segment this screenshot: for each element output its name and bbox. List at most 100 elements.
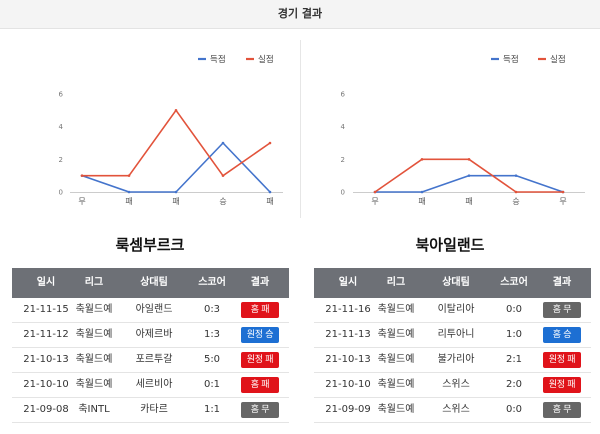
table-header-row: 일시 리그 상대팀 스코어 결과 xyxy=(314,268,591,298)
match-date: 21-10-10 xyxy=(325,379,371,390)
x-tick-label: 무 xyxy=(78,197,85,206)
table-row: 21-10-10 축월드예 세르비아 0:1 홈 패 xyxy=(12,373,289,398)
match-opponent: 아제르바 xyxy=(135,329,173,340)
match-league: 축월드예 xyxy=(75,379,113,390)
match-table: 일시 리그 상대팀 스코어 결과 21-11-15 축월드예 아일랜드 0:3 홈 패 21-11-… xyxy=(12,268,289,423)
column-header-opponent: 상대팀 xyxy=(140,277,168,288)
y-tick-label: 2 xyxy=(59,156,63,164)
match-league: 축월드예 xyxy=(75,354,113,365)
series-1-point xyxy=(127,174,131,177)
match-opponent: 스위스 xyxy=(442,379,470,390)
series-1-line xyxy=(82,109,271,177)
table-row: 21-11-12 축월드예 아제르바 1:3 원정 승 xyxy=(12,323,289,348)
section-title: 경기 결과 xyxy=(277,7,323,20)
match-result-cell: 원정 패 xyxy=(230,348,290,372)
match-opponent: 리투아니 xyxy=(437,329,475,340)
match-date: 21-10-13 xyxy=(23,354,69,365)
column-header-result: 결과 xyxy=(250,277,270,288)
match-score: 5:0 xyxy=(203,354,221,365)
match-league: 축월드예 xyxy=(75,329,113,340)
match-league: 축월드예 xyxy=(377,404,415,415)
match-result-badge: 홈 무 xyxy=(543,402,581,418)
match-league: 축월드예 xyxy=(377,354,415,365)
legend-label: 득점 xyxy=(503,54,519,65)
match-result-badge: 원정 패 xyxy=(543,377,581,393)
match-opponent: 스위스 xyxy=(442,404,470,415)
match-opponent: 카타르 xyxy=(140,404,168,415)
series-1-point xyxy=(221,174,225,177)
match-league: 축월드예 xyxy=(377,304,415,315)
table-row: 21-10-10 축월드예 스위스 2:0 원정 패 xyxy=(314,373,591,398)
match-result-badge: 홈 패 xyxy=(241,377,279,393)
column-header-date: 일시 xyxy=(36,277,56,288)
match-date: 21-11-15 xyxy=(23,304,69,315)
match-league: 축INTL xyxy=(78,404,110,415)
y-tick-label: 4 xyxy=(59,123,64,131)
series-0-point xyxy=(127,190,131,194)
match-score: 2:0 xyxy=(505,379,523,390)
match-date: 21-11-16 xyxy=(325,304,371,315)
table-row: 21-11-13 축월드예 리투아니 1:0 홈 승 xyxy=(314,323,591,348)
match-score: 2:1 xyxy=(505,354,523,365)
match-league: 축월드예 xyxy=(75,304,113,315)
match-score: 0:1 xyxy=(203,379,221,390)
y-tick-label: 2 xyxy=(341,156,345,164)
section-header: 경기 결과 xyxy=(0,0,600,29)
match-result-cell: 홈 패 xyxy=(230,298,290,322)
series-1-point xyxy=(467,158,471,161)
match-result-badge: 홈 패 xyxy=(241,302,279,318)
x-tick-label: 패 xyxy=(465,196,472,206)
legend-label: 득점 xyxy=(210,54,226,65)
series-1-point xyxy=(561,190,565,194)
match-date: 21-10-13 xyxy=(325,354,371,365)
match-score: 1:1 xyxy=(203,404,221,415)
match-date: 21-09-09 xyxy=(325,404,371,415)
match-opponent: 이탈리아 xyxy=(437,304,475,315)
match-result-cell: 홈 무 xyxy=(532,398,592,422)
y-tick-label: 6 xyxy=(341,91,346,99)
series-0-line xyxy=(375,174,564,193)
column-header-score: 스코어 xyxy=(500,277,528,288)
away-team-results-chart: 득점 실점 0 2 4 6 무 패 패 승 무 xyxy=(341,54,585,206)
table-row: 21-09-09 축월드예 스위스 0:0 홈 무 xyxy=(314,398,591,423)
match-score: 0:0 xyxy=(505,304,523,315)
x-tick-label: 무 xyxy=(371,197,378,206)
match-league: 축월드예 xyxy=(377,379,415,390)
column-header-league: 리그 xyxy=(386,277,406,288)
match-result-badge: 홈 무 xyxy=(241,402,279,418)
match-opponent: 포르투갈 xyxy=(135,354,173,365)
match-result-cell: 원정 패 xyxy=(532,373,592,397)
match-date: 21-10-10 xyxy=(23,379,69,390)
x-tick-label: 승 xyxy=(219,197,226,206)
match-result-cell: 홈 패 xyxy=(230,373,290,397)
series-0-point xyxy=(221,141,225,145)
match-score: 1:0 xyxy=(505,329,523,340)
match-score: 0:3 xyxy=(203,304,221,315)
table-row: 21-10-13 축월드예 포르투갈 5:0 원정 패 xyxy=(12,348,289,373)
x-tick-label: 패 xyxy=(418,196,425,206)
series-1-point xyxy=(174,109,178,112)
team-name: 룩셈부르크 xyxy=(115,236,185,254)
y-tick-label: 6 xyxy=(59,91,64,99)
series-1-point xyxy=(268,141,272,145)
series-0-point xyxy=(467,174,471,177)
match-league: 축월드예 xyxy=(377,329,415,340)
series-1-point xyxy=(80,174,84,177)
match-result-badge: 원정 패 xyxy=(241,352,279,368)
column-header-score: 스코어 xyxy=(198,277,226,288)
match-result-cell: 원정 승 xyxy=(230,323,290,347)
column-header-date: 일시 xyxy=(338,277,358,288)
match-result-badge: 원정 승 xyxy=(241,327,279,343)
team-name: 북아일랜드 xyxy=(415,236,485,254)
match-result-cell: 홈 무 xyxy=(230,398,290,422)
x-tick-label: 패 xyxy=(172,196,179,206)
match-result-cell: 홈 승 xyxy=(532,323,592,347)
panel-divider xyxy=(300,40,301,218)
match-result-cell: 홈 무 xyxy=(532,298,592,322)
y-tick-label: 0 xyxy=(59,189,63,197)
match-result-badge: 원정 패 xyxy=(543,352,581,368)
series-0-point xyxy=(174,190,178,194)
match-date: 21-11-13 xyxy=(325,329,371,340)
x-tick-label: 무 xyxy=(559,197,566,206)
series-0-line xyxy=(81,142,271,193)
